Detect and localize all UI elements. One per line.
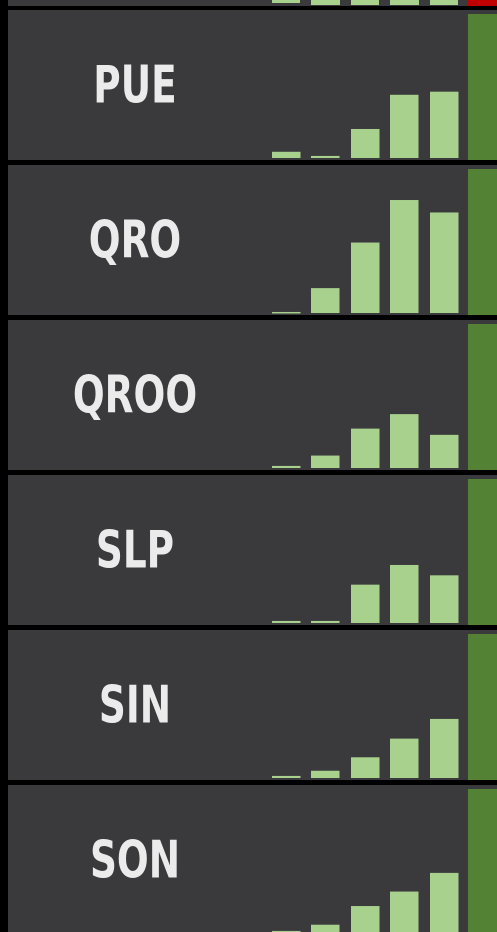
bar xyxy=(430,434,459,468)
bar xyxy=(311,620,340,623)
cut-strip xyxy=(468,0,497,6)
bar xyxy=(272,151,301,158)
bar xyxy=(311,770,340,778)
status-strip xyxy=(468,634,497,780)
bar xyxy=(351,428,380,468)
panel: SLP xyxy=(8,475,497,625)
bar xyxy=(351,584,380,623)
row-label: SLP xyxy=(96,519,174,580)
bar xyxy=(311,155,340,158)
bar xyxy=(430,91,459,158)
panel: SON xyxy=(8,785,497,932)
row-label: SIN xyxy=(99,674,171,735)
bar xyxy=(272,930,301,932)
cut-bar xyxy=(351,0,379,5)
status-strip xyxy=(468,479,497,625)
cut-bar xyxy=(311,0,340,5)
bar xyxy=(430,575,459,623)
panel-background xyxy=(8,475,497,625)
bar xyxy=(390,564,419,623)
bar xyxy=(351,128,380,158)
bar xyxy=(390,414,419,468)
panel: SIN xyxy=(8,630,497,780)
row-label: QROO xyxy=(73,364,197,425)
panel: QRO xyxy=(8,165,497,315)
bar xyxy=(311,455,340,468)
panel-background xyxy=(8,165,497,315)
panel-background xyxy=(8,630,497,780)
cut-bar xyxy=(272,0,300,3)
status-strip xyxy=(468,789,497,932)
bar xyxy=(430,212,459,313)
row-label: SON xyxy=(90,829,180,890)
cut-bar xyxy=(390,0,419,5)
panel-background xyxy=(8,10,497,160)
bar xyxy=(272,775,301,778)
bar xyxy=(390,738,419,778)
bar xyxy=(272,311,301,314)
bar xyxy=(390,94,419,158)
bar xyxy=(430,718,459,778)
status-strip xyxy=(468,169,497,315)
bar xyxy=(272,620,301,623)
bar xyxy=(351,906,380,932)
bar xyxy=(390,891,419,932)
panel: QROO xyxy=(8,320,497,470)
row-label: PUE xyxy=(93,54,176,115)
bar xyxy=(351,242,380,313)
row-label: QRO xyxy=(89,209,181,270)
cut-bar xyxy=(430,0,458,5)
status-strip xyxy=(468,14,497,160)
cut-panel xyxy=(8,0,497,6)
bar xyxy=(272,465,301,468)
bar xyxy=(311,924,340,932)
bar xyxy=(311,288,340,313)
panel: PUE xyxy=(8,10,497,160)
bar xyxy=(430,872,459,932)
bar xyxy=(390,200,419,313)
panel-background xyxy=(8,785,497,932)
bar xyxy=(351,757,380,778)
status-strip xyxy=(468,324,497,470)
